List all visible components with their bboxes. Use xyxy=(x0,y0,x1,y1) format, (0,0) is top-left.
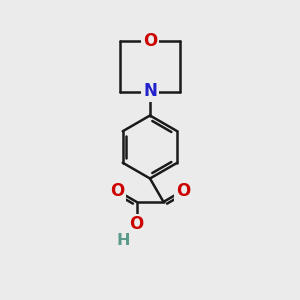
Text: N: N xyxy=(143,82,157,100)
Text: O: O xyxy=(176,182,190,200)
Text: H: H xyxy=(116,233,130,248)
Text: O: O xyxy=(110,182,124,200)
Text: O: O xyxy=(143,32,157,50)
Text: O: O xyxy=(129,215,144,233)
